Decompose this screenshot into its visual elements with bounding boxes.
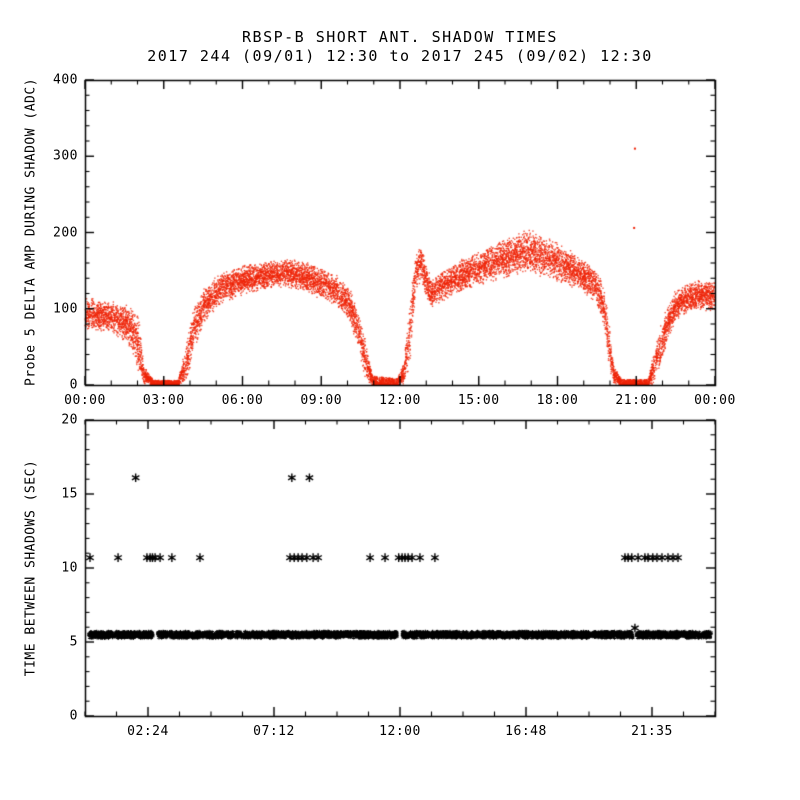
y-tick-label: 0	[69, 377, 78, 393]
y-tick-label: 5	[69, 634, 78, 650]
x-tick-label: 15:00	[457, 393, 500, 408]
y-tick-label: 100	[53, 301, 78, 317]
chart-title: RBSP-B SHORT ANT. SHADOW TIMES	[242, 28, 558, 46]
x-tick-label: 07:12	[253, 724, 295, 739]
y-tick-label: 400	[53, 72, 78, 88]
x-tick-label: 21:00	[615, 393, 658, 408]
x-tick-label: 03:00	[142, 393, 185, 408]
x-tick-label: 18:00	[536, 393, 579, 408]
top-y-axis-label: Probe 5 DELTA AMP DURING SHADOW (ADC)	[23, 77, 39, 387]
x-tick-label: 06:00	[221, 393, 264, 408]
x-tick-label: 21:35	[631, 724, 673, 739]
x-tick-label: 02:24	[127, 724, 169, 739]
bottom-y-axis-label: TIME BETWEEN SHADOWS (SEC)	[23, 459, 39, 677]
y-tick-label: 200	[53, 225, 78, 240]
y-tick-label: 300	[53, 148, 78, 164]
y-tick-label: 0	[69, 708, 78, 724]
y-tick-label: 15	[61, 486, 78, 502]
x-tick-label: 00:00	[694, 393, 736, 408]
y-tick-label: 20	[61, 412, 78, 428]
y-tick-label: 10	[61, 560, 78, 576]
chart-subtitle: 2017 244 (09/01) 12:30 to 2017 245 (09/0…	[147, 47, 653, 65]
x-tick-label: 00:00	[64, 393, 106, 408]
x-tick-label: 09:00	[300, 393, 343, 408]
x-tick-label: 12:00	[379, 393, 421, 408]
x-tick-label: 12:00	[379, 724, 421, 739]
x-tick-label: 16:48	[505, 724, 547, 739]
